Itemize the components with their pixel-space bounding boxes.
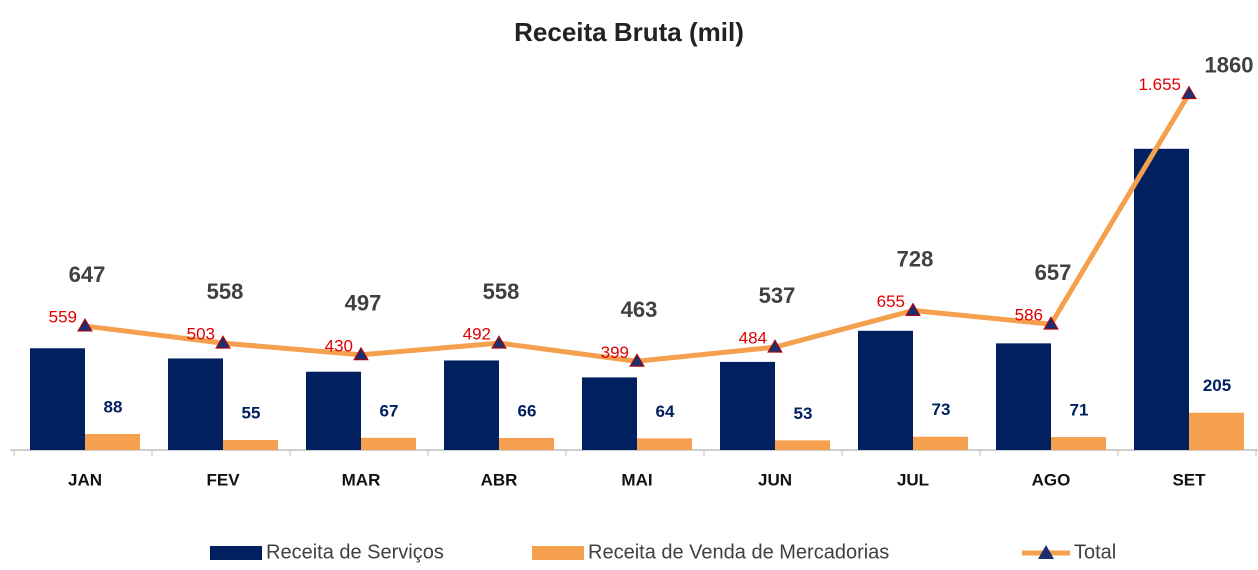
data-label: 647: [69, 262, 106, 287]
x-tick-label: JUN: [758, 470, 792, 489]
data-label: 71: [1070, 401, 1089, 420]
bar: [306, 371, 361, 450]
data-label: 1860: [1205, 52, 1254, 77]
legend-item: Receita de Serviços: [210, 541, 444, 563]
x-tick-label: AGO: [1032, 470, 1071, 489]
bar: [582, 377, 637, 450]
legend-marker: [1038, 545, 1054, 559]
data-label: 73: [932, 400, 951, 419]
bar: [85, 433, 140, 450]
data-label: 558: [207, 279, 244, 304]
data-label: 463: [621, 297, 658, 322]
bar: [637, 438, 692, 450]
data-label: 537: [759, 283, 796, 308]
data-label: 503: [187, 325, 215, 344]
x-tick-label: MAR: [342, 470, 381, 489]
bar: [168, 358, 223, 450]
legend-swatch: [210, 546, 262, 560]
bar: [444, 360, 499, 450]
line-marker: [629, 353, 645, 367]
data-label: 399: [601, 343, 629, 362]
bar: [1189, 412, 1244, 450]
chart-title: Receita Bruta (mil): [514, 17, 744, 47]
data-label: 655: [877, 292, 905, 311]
x-tick-label: JUL: [897, 470, 929, 489]
bar: [1134, 148, 1189, 451]
bar: [858, 330, 913, 450]
data-label: 430: [325, 336, 353, 355]
bar: [1051, 437, 1106, 450]
line-marker: [77, 318, 93, 332]
bar: [499, 437, 554, 450]
bar: [223, 439, 278, 450]
data-label: 728: [897, 246, 934, 271]
legend-label: Receita de Serviços: [266, 541, 444, 563]
legend-item: Total: [1022, 541, 1116, 563]
data-label: 88: [104, 397, 123, 416]
legend-item: Receita de Venda de Mercadorias: [532, 541, 889, 563]
bar: [913, 436, 968, 450]
legend-label: Receita de Venda de Mercadorias: [588, 541, 889, 563]
line-marker: [1043, 316, 1059, 330]
line-marker: [1181, 85, 1197, 100]
x-tick-label: FEV: [206, 470, 240, 489]
data-label: 657: [1035, 260, 1072, 285]
data-label: 558: [483, 279, 520, 304]
legend-label: Total: [1074, 541, 1116, 563]
bar: [361, 437, 416, 450]
x-tick-label: SET: [1172, 470, 1206, 489]
bar: [996, 343, 1051, 450]
data-label: 67: [380, 401, 399, 420]
data-label: 586: [1015, 306, 1043, 325]
legend-swatch: [532, 546, 584, 560]
data-label: 205: [1203, 376, 1231, 395]
data-label: 55: [242, 403, 261, 422]
bar: [30, 348, 85, 450]
bar: [720, 361, 775, 450]
line-marker: [353, 346, 369, 361]
line-marker: [215, 335, 231, 349]
data-label: 66: [518, 401, 537, 420]
data-label: 1.655: [1138, 75, 1181, 94]
line-marker: [767, 339, 783, 353]
bar: [775, 440, 830, 450]
data-label: 497: [345, 291, 382, 316]
x-tick-label: MAI: [621, 470, 652, 489]
data-label: 484: [739, 329, 767, 348]
x-tick-label: ABR: [481, 470, 518, 489]
data-label: 559: [49, 308, 77, 327]
x-tick-label: JAN: [68, 470, 102, 489]
data-label: 53: [794, 404, 813, 423]
line-marker: [905, 302, 921, 317]
line-marker: [491, 335, 507, 349]
data-label: 492: [463, 325, 491, 344]
data-label: 64: [656, 402, 675, 421]
